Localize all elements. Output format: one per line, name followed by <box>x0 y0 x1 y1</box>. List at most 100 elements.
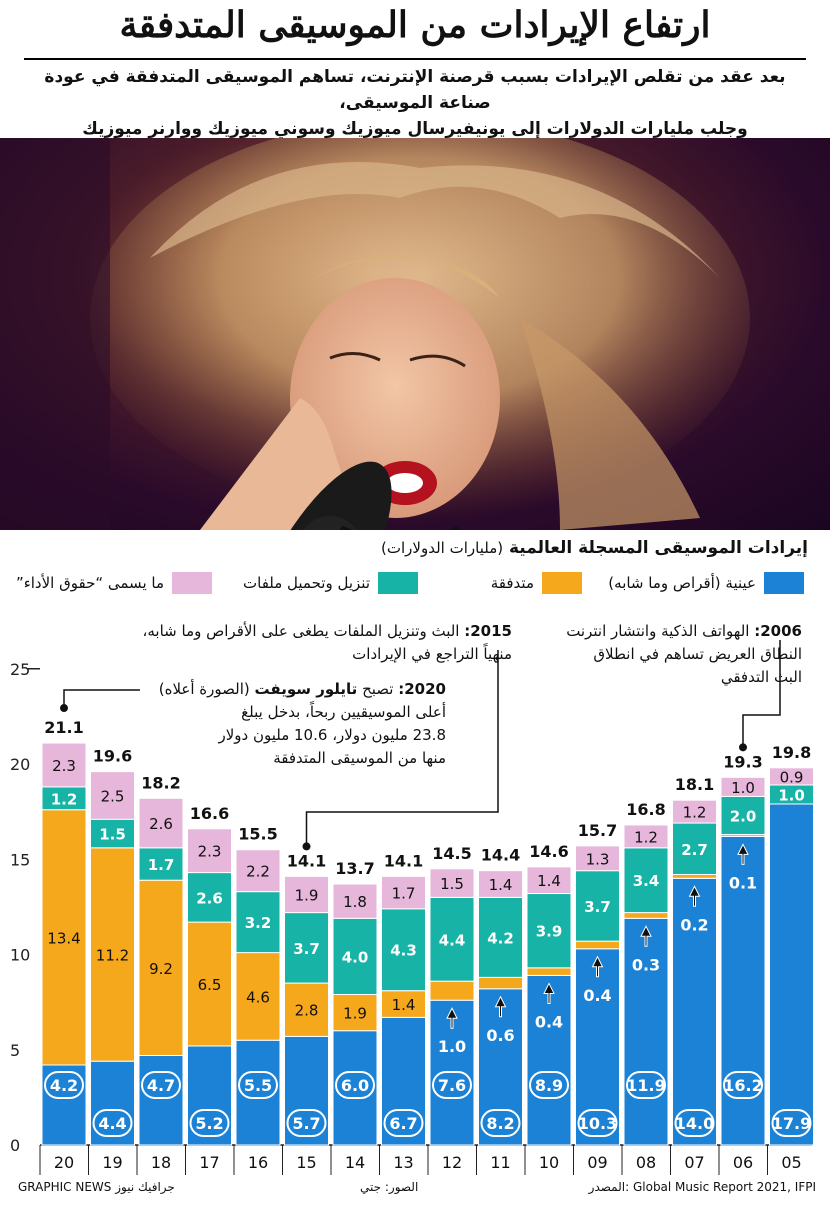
subtitle-line-1: بعد عقد من تقلص الإيرادات بسبب قرصنة الإ… <box>44 67 786 113</box>
y-tick-label: 10 <box>10 946 30 965</box>
x-tick-label: 11 <box>490 1153 510 1172</box>
legend-swatch-downloads <box>378 572 418 594</box>
x-tick-label: 20 <box>54 1153 74 1172</box>
physical-value-pill <box>383 1109 424 1137</box>
physical-value-pill <box>626 1071 666 1099</box>
bar-segment-physical <box>526 974 572 1146</box>
streaming-value-label: 2.8 <box>295 1002 319 1020</box>
performance-value-label: 1.2 <box>634 828 658 846</box>
bar-segment-downloads <box>187 872 232 923</box>
y-tick-label: 0 <box>10 1136 20 1155</box>
streaming-arrow-icon <box>688 885 701 907</box>
physical-value-pill <box>189 1109 230 1137</box>
bar-segment-downloads <box>332 917 378 996</box>
bar-total-label: 14.4 <box>481 846 520 865</box>
bar-segment-physical <box>284 1035 329 1146</box>
downloads-value-label: 1.2 <box>51 790 78 808</box>
bar-segment-streaming <box>332 994 378 1032</box>
bar-total-label: 16.8 <box>626 800 665 819</box>
legend-item-streaming: متدفقة <box>491 572 582 594</box>
note-2020-post: (الصورة أعلاه) <box>158 680 250 698</box>
bar-total-label: 15.7 <box>578 821 617 840</box>
performance-value-label: 1.4 <box>489 876 513 894</box>
bar-segment-streaming <box>41 809 87 1066</box>
bar-segment-physical <box>332 1030 378 1146</box>
performance-value-label: 2.2 <box>246 863 270 881</box>
note-2015-line-2: منهياً التراجع في الإيرادات <box>352 645 512 663</box>
performance-value-label: 1.8 <box>343 893 367 911</box>
subtitle-line-2: وجلب مليارات الدولارات إلى يونيفيرسال مي… <box>82 119 748 139</box>
downloads-value-label: 2.7 <box>681 841 708 859</box>
performance-value-label: 1.7 <box>392 885 416 903</box>
streaming-value-label: 0.3 <box>632 955 660 974</box>
bar-segment-physical <box>138 1054 184 1146</box>
streaming-arrow-icon <box>591 955 604 978</box>
note-2020-line-2: أعلى الموسيقيين ربحاً، بدخل يبلغ <box>241 703 446 721</box>
streaming-arrow-icon <box>737 843 749 865</box>
bar-segment-physical <box>381 1016 426 1146</box>
bar-segment-streaming <box>526 967 572 976</box>
bar-segment-physical <box>90 1060 135 1146</box>
x-tick-label: 17 <box>199 1153 219 1172</box>
bar-segment-performance <box>478 870 523 898</box>
bar-segment-streaming <box>187 921 232 1047</box>
physical-value-label: 16.2 <box>723 1076 762 1095</box>
downloads-value-label: 4.3 <box>390 942 417 960</box>
downloads-value-label: 3.9 <box>536 923 563 941</box>
streaming-value-label: 0.1 <box>729 873 757 892</box>
note-2006-line-3: البث التدفقي <box>720 668 802 686</box>
physical-value-pill <box>771 1109 812 1137</box>
legend-label-physical: عينية (أقراص وما شابه) <box>608 574 756 592</box>
note-2006-year: 2006: <box>754 622 802 640</box>
bar-total-label: 13.7 <box>335 859 374 878</box>
physical-value-pill <box>92 1109 133 1137</box>
y-tick-label: 5 <box>10 1041 20 1060</box>
credit-source: المصدر: Global Music Report 2021, IFPI <box>588 1180 816 1194</box>
bar-segment-downloads <box>575 870 620 942</box>
y-tick-label: 25 <box>10 660 30 679</box>
streaming-value-label: 9.2 <box>149 960 173 978</box>
downloads-value-label: 3.7 <box>584 898 611 916</box>
physical-value-label: 5.5 <box>244 1076 272 1095</box>
performance-value-label: 2.3 <box>198 843 222 861</box>
bar-segment-streaming <box>720 833 766 837</box>
legend-item-physical: عينية (أقراص وما شابه) <box>608 572 804 594</box>
bar-segment-physical <box>235 1039 281 1146</box>
note-2015-line-1: البث وتنزيل الملفات يطغى على الأقراص وما… <box>142 622 460 640</box>
physical-value-label: 10.3 <box>578 1114 617 1133</box>
bar-segment-physical <box>187 1045 232 1146</box>
physical-value-pill <box>723 1071 763 1099</box>
hero-photo <box>0 138 830 530</box>
streaming-value-label: 6.5 <box>198 976 222 994</box>
bar-segment-streaming <box>672 873 717 879</box>
bar-segment-downloads <box>526 893 572 969</box>
bar-segment-performance <box>575 845 620 872</box>
bar-segment-performance <box>769 767 814 786</box>
title-divider <box>24 58 806 60</box>
bar-segment-streaming <box>138 879 184 1056</box>
physical-value-label: 5.2 <box>195 1114 223 1133</box>
bar-segment-downloads <box>138 847 184 881</box>
legend-swatch-physical <box>764 572 804 594</box>
bar-segment-physical <box>769 803 814 1146</box>
physical-value-label: 6.0 <box>341 1076 369 1095</box>
downloads-value-label: 1.7 <box>148 856 175 874</box>
streaming-value-label: 0.2 <box>680 915 708 934</box>
chart-title: إيرادات الموسيقى المسجلة العالمية (مليار… <box>381 538 808 558</box>
streaming-value-label: 1.4 <box>392 996 416 1014</box>
bar-total-label: 14.1 <box>384 851 423 870</box>
y-tick-label: 15 <box>10 850 30 869</box>
bar-segment-streaming <box>623 912 669 919</box>
physical-value-label: 4.7 <box>147 1076 175 1095</box>
bar-segment-performance <box>526 866 572 895</box>
streaming-value-label: 4.6 <box>246 988 270 1006</box>
bar-segment-downloads <box>41 786 87 811</box>
note-2006-line-2: النطاق العريض تساهم في انطلاق <box>593 645 802 663</box>
credit-agency: GRAPHIC NEWS جرافيك نيوز <box>18 1180 175 1194</box>
y-tick-label: 20 <box>10 755 30 774</box>
performance-value-label: 1.5 <box>440 875 464 893</box>
bar-segment-performance <box>429 868 475 898</box>
physical-value-pill <box>335 1071 375 1099</box>
physical-value-pill <box>529 1071 569 1099</box>
x-tick-label: 09 <box>587 1153 607 1172</box>
